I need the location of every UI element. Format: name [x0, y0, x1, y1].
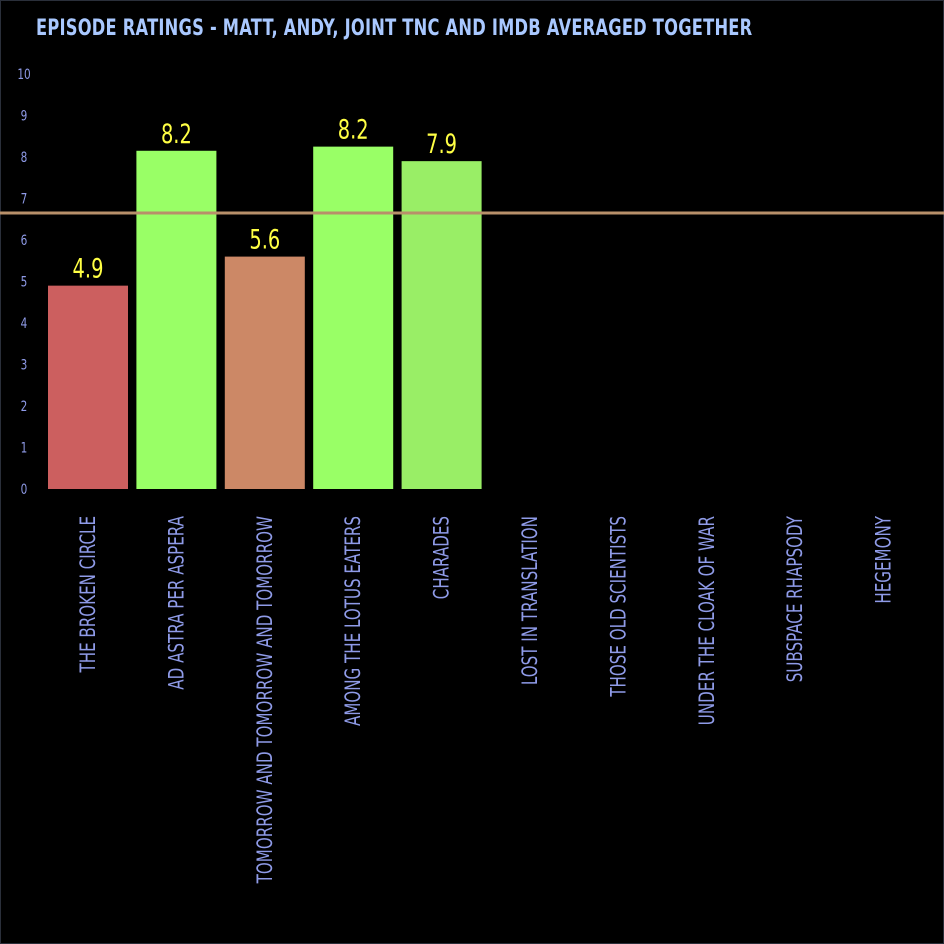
data-label: 8.2	[338, 113, 369, 145]
bar	[313, 146, 394, 489]
y-tick-label: 9	[21, 108, 28, 124]
y-tick-label: 5	[21, 274, 28, 290]
category-label: SUBSPACE RHAPSODY	[784, 515, 808, 682]
y-tick-label: 1	[21, 440, 28, 456]
y-axis-ticks: 0 1 2 3 4 5 6 7 8 9 10	[17, 67, 30, 498]
category-label: CHARADES	[430, 516, 454, 599]
y-tick-label: 8	[21, 150, 28, 166]
data-label: 7.9	[426, 128, 457, 160]
data-label: 8.2	[161, 118, 192, 150]
y-tick-label: 0	[21, 482, 28, 498]
chart-title: EPISODE RATINGS - MATT, ANDY, JOINT TNC …	[36, 16, 753, 41]
data-label: 4.9	[73, 252, 104, 284]
bars	[48, 146, 482, 489]
bar	[48, 285, 128, 489]
y-tick-label: 6	[21, 233, 28, 249]
y-tick-label: 2	[21, 399, 28, 415]
bar	[136, 150, 217, 489]
category-label: AD ASTRA PER ASPERA	[165, 516, 189, 690]
category-label: TOMORROW AND TOMORROW AND TOMORROW	[253, 516, 277, 884]
category-label: AMONG THE LOTUS EATERS	[342, 516, 366, 726]
category-label: THE BROKEN CIRCLE	[77, 516, 101, 673]
category-label: HEGEMONY	[872, 515, 896, 603]
y-tick-label: 10	[17, 67, 30, 83]
category-label: THOSE OLD SCIENTISTS	[607, 516, 631, 698]
y-tick-label: 7	[21, 191, 28, 207]
data-label: 5.6	[249, 223, 280, 255]
category-label: LOST IN TRANSLATION	[519, 516, 543, 685]
bar	[224, 256, 305, 489]
y-tick-label: 3	[21, 357, 28, 373]
category-label: UNDER THE CLOAK OF WAR	[695, 516, 719, 725]
bar	[401, 161, 482, 489]
data-labels: 4.9 8.2 5.6 8.2 7.9	[73, 113, 458, 284]
category-labels: THE BROKEN CIRCLE AD ASTRA PER ASPERA TOMO…	[77, 515, 897, 884]
y-tick-label: 4	[21, 316, 28, 332]
